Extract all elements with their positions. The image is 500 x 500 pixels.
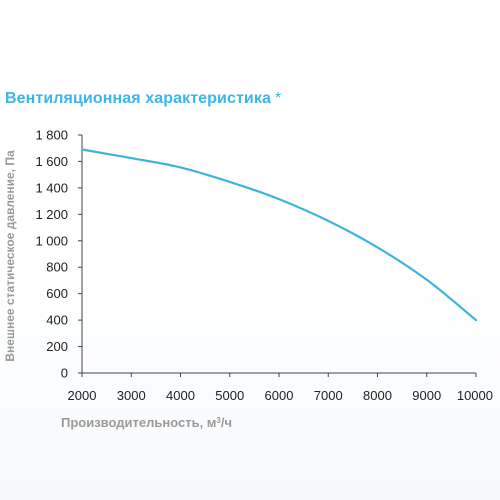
x-tick-label: 4000	[166, 388, 195, 403]
x-tick-label: 2000	[68, 388, 97, 403]
x-tick-label: 3000	[117, 388, 146, 403]
data-point	[475, 319, 477, 321]
y-tick-label: 1 800	[35, 128, 68, 143]
data-point	[278, 198, 280, 200]
x-tick-label: 5000	[215, 388, 244, 403]
data-point	[130, 157, 133, 159]
pressure-curve	[80, 148, 478, 322]
chart-series	[80, 148, 478, 322]
chart-title-text: Вентиляционная характеристика	[5, 90, 271, 107]
data-point	[327, 220, 330, 222]
data-point	[228, 181, 231, 183]
chart-title-asterisk: *	[274, 90, 282, 107]
x-axis-label: Производительность, м3/ч	[61, 415, 232, 430]
y-tick-label: 1 600	[35, 154, 68, 169]
data-point	[376, 246, 379, 249]
y-tick-label: 0	[61, 366, 68, 381]
data-point	[81, 148, 83, 151]
y-tick-label: 200	[46, 339, 68, 354]
x-tick-label: 9000	[412, 388, 441, 403]
y-tick-label: 400	[46, 313, 68, 328]
x-tick-label: 6000	[265, 388, 294, 403]
x-axis-label-text: Производительность, м	[61, 415, 216, 430]
data-point	[425, 278, 428, 281]
x-axis-label-tail: /ч	[221, 415, 232, 430]
y-axis-label: Внешнее статическое давление, Па	[3, 150, 17, 362]
data-point	[179, 166, 182, 169]
y-tick-label: 1 400	[35, 180, 68, 195]
y-tick-label: 600	[46, 286, 68, 301]
x-tick-label: 10000	[457, 388, 493, 403]
x-axis-label-superscript: 3	[216, 416, 221, 425]
x-tick-label: 8000	[363, 388, 392, 403]
y-axis: 0 200 400 600 800 1 000 1 200 1 400 1 600 1 800	[35, 128, 83, 381]
y-tick-label: 1 000	[35, 233, 68, 248]
chart-title: Вентиляционная характеристика *	[5, 90, 281, 108]
y-tick-label: 1 200	[35, 207, 68, 222]
y-tick-label: 800	[46, 260, 68, 275]
x-axis: 2000 3000 4000 5000 6000 7000 8000 9000 10000	[68, 372, 493, 403]
x-tick-label: 7000	[314, 388, 343, 403]
